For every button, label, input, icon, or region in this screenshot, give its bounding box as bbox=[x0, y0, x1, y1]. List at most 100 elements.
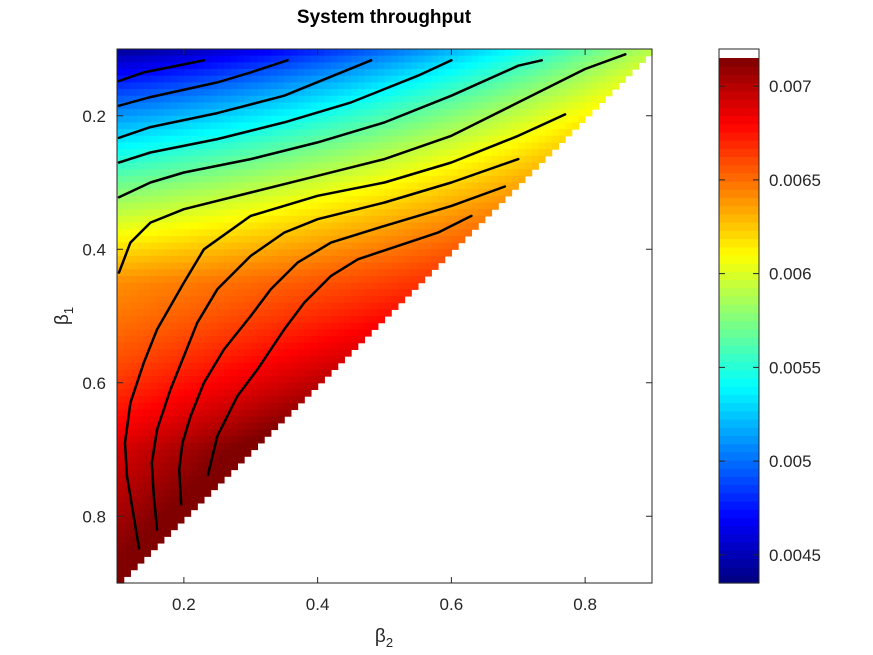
heatmap-cell bbox=[297, 275, 305, 284]
heatmap-cell bbox=[471, 209, 479, 217]
heatmap-cell bbox=[297, 155, 305, 164]
heatmap-cell bbox=[464, 89, 473, 97]
heatmap-cell bbox=[210, 122, 218, 130]
heatmap-cell bbox=[224, 62, 232, 70]
heatmap-cell bbox=[284, 289, 292, 297]
chart-title: System throughput bbox=[297, 7, 472, 28]
heatmap-cell bbox=[290, 382, 299, 391]
heatmap-cell bbox=[264, 302, 272, 310]
heatmap-cell bbox=[197, 396, 205, 404]
heatmap-cell bbox=[397, 229, 406, 237]
heatmap-cell bbox=[504, 82, 513, 90]
heatmap-cell bbox=[351, 336, 359, 344]
heatmap-cell bbox=[284, 89, 292, 97]
heatmap-cell bbox=[143, 336, 152, 344]
heatmap-cell bbox=[123, 262, 131, 270]
heatmap-cell bbox=[484, 202, 493, 210]
heatmap-cell bbox=[571, 122, 580, 130]
heatmap-cell bbox=[264, 235, 272, 244]
heatmap-cell bbox=[210, 476, 218, 484]
heatmap-cell bbox=[250, 382, 259, 391]
heatmap-cell bbox=[150, 289, 158, 297]
heatmap-cell bbox=[404, 115, 412, 124]
heatmap-cell bbox=[130, 549, 138, 557]
heatmap-cell bbox=[558, 82, 566, 90]
heatmap-cell bbox=[117, 482, 125, 491]
heatmap-cell bbox=[277, 129, 285, 137]
heatmap-cell bbox=[518, 89, 526, 97]
heatmap-cell bbox=[237, 109, 245, 117]
heatmap-cell bbox=[224, 122, 232, 130]
heatmap-cell bbox=[203, 442, 212, 451]
heatmap-cell bbox=[137, 336, 145, 344]
heatmap-cell bbox=[351, 269, 359, 277]
heatmap-cell bbox=[304, 69, 312, 77]
heatmap-cell bbox=[310, 295, 319, 304]
heatmap-cell bbox=[203, 229, 212, 237]
heatmap-cell bbox=[324, 155, 332, 164]
heatmap-cell bbox=[297, 229, 305, 237]
heatmap-cell bbox=[143, 316, 152, 324]
heatmap-cell bbox=[150, 409, 158, 417]
heatmap-cell bbox=[170, 155, 178, 164]
heatmap-cell bbox=[270, 422, 279, 431]
heatmap-cell bbox=[545, 109, 553, 117]
heatmap-cell bbox=[130, 469, 138, 477]
heatmap-cell bbox=[310, 376, 319, 384]
heatmap-cell bbox=[150, 55, 158, 63]
heatmap-cell bbox=[424, 95, 432, 103]
heatmap-cell bbox=[518, 49, 526, 57]
heatmap-cell bbox=[371, 49, 379, 57]
heatmap-cell bbox=[304, 75, 312, 83]
heatmap-cell bbox=[337, 309, 345, 317]
heatmap-cell bbox=[464, 115, 473, 124]
heatmap-cell bbox=[150, 242, 158, 250]
heatmap-cell bbox=[384, 215, 392, 224]
heatmap-cell bbox=[458, 189, 466, 197]
colorbar-segment bbox=[719, 336, 759, 346]
heatmap-cell bbox=[197, 222, 205, 230]
heatmap-cell bbox=[117, 536, 125, 544]
heatmap-cell bbox=[491, 155, 499, 164]
heatmap-cell bbox=[284, 382, 292, 391]
heatmap-cell bbox=[264, 155, 272, 164]
heatmap-cell bbox=[344, 162, 352, 170]
heatmap-cell bbox=[484, 69, 493, 77]
heatmap-cell bbox=[591, 82, 600, 90]
heatmap-cell bbox=[417, 89, 426, 97]
heatmap-cell bbox=[143, 302, 152, 310]
heatmap-cell bbox=[538, 142, 546, 150]
heatmap-cell bbox=[117, 409, 125, 417]
heatmap-cell bbox=[244, 55, 252, 63]
heatmap-cell bbox=[351, 189, 359, 197]
heatmap-cell bbox=[317, 102, 325, 110]
heatmap-cell bbox=[163, 122, 172, 130]
heatmap-cell bbox=[170, 462, 178, 471]
heatmap-cell bbox=[531, 62, 539, 70]
heatmap-cell bbox=[210, 436, 218, 444]
heatmap-cell bbox=[304, 95, 312, 103]
heatmap-cell bbox=[538, 149, 546, 157]
heatmap-cell bbox=[157, 442, 165, 451]
heatmap-cell bbox=[331, 242, 339, 250]
heatmap-cell bbox=[157, 155, 165, 164]
heatmap-cell bbox=[217, 289, 225, 297]
heatmap-cell bbox=[304, 235, 312, 244]
heatmap-cell bbox=[524, 69, 533, 77]
heatmap-cell bbox=[484, 182, 493, 190]
heatmap-cell bbox=[611, 49, 620, 57]
heatmap-cell bbox=[558, 135, 566, 144]
heatmap-cell bbox=[230, 95, 238, 103]
heatmap-cell bbox=[150, 536, 158, 544]
heatmap-cell bbox=[511, 122, 519, 130]
heatmap-cell bbox=[217, 82, 225, 90]
heatmap-cell bbox=[565, 75, 573, 83]
heatmap-cell bbox=[277, 229, 285, 237]
heatmap-cell bbox=[424, 189, 432, 197]
heatmap-cell bbox=[618, 75, 626, 83]
heatmap-cell bbox=[183, 95, 192, 103]
heatmap-cell bbox=[244, 336, 252, 344]
heatmap-cell bbox=[404, 229, 412, 237]
heatmap-cell bbox=[237, 282, 245, 290]
